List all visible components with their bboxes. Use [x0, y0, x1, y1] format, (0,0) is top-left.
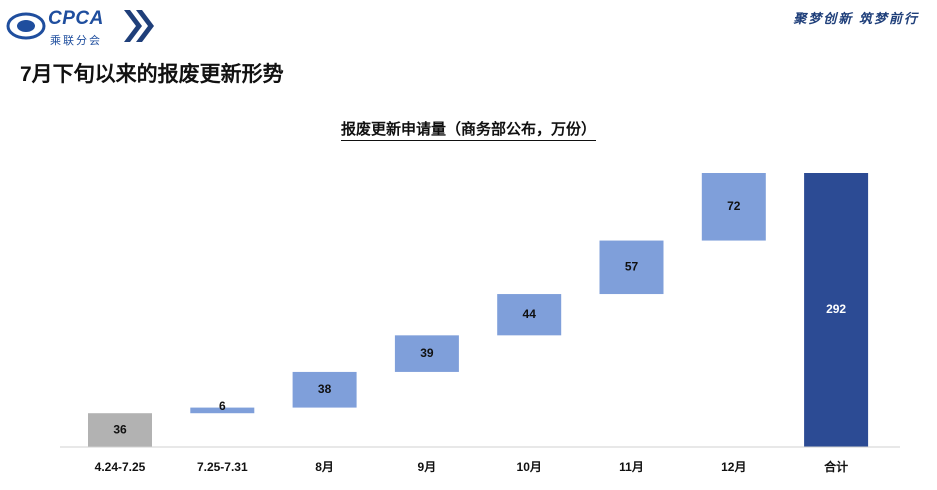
- logo-subtext: 乘联分会: [50, 35, 102, 47]
- base-label-3: 42: [318, 411, 330, 423]
- base-label-7: 220: [725, 244, 743, 256]
- data-label-8: 292: [826, 302, 846, 316]
- cpca-logo: CPCA 乘联分会: [6, 6, 156, 50]
- data-label-3: 38: [318, 382, 332, 396]
- bar-7: [701, 173, 766, 241]
- x-tick-label-6: 11月: [619, 460, 644, 474]
- chart-title: 报废更新申请量（商务部公布，万份）: [0, 118, 937, 141]
- x-tick-label-8: 合计: [824, 459, 848, 474]
- data-label-5: 44: [523, 307, 537, 321]
- x-tick-label-7: 12月: [721, 460, 746, 474]
- x-tick-label-3: 8月: [315, 460, 334, 474]
- bar-3: [292, 371, 357, 408]
- base-label-4: 80: [421, 376, 433, 388]
- logo-text: CPCA: [48, 8, 104, 29]
- base-label-5: 119: [520, 339, 538, 351]
- cpca-logo-graphic: [6, 10, 154, 42]
- bar-2: [190, 407, 255, 414]
- slogan: 聚梦创新 筑梦前行: [793, 11, 919, 26]
- base-label-6: 163: [622, 298, 640, 310]
- base-label-2: 36: [216, 421, 228, 433]
- x-tick-label-1: 4.24-7.25: [95, 460, 146, 474]
- x-tick-label-5: 10月: [517, 460, 542, 474]
- bar-4: [394, 335, 459, 372]
- x-tick-label-4: 9月: [418, 460, 437, 474]
- data-label-7: 72: [727, 199, 741, 213]
- bar-6: [599, 240, 664, 295]
- bar-8: [804, 173, 869, 447]
- data-label-4: 39: [420, 346, 434, 360]
- page-title: 7月下旬以来的报废更新形势: [20, 63, 284, 86]
- data-label-6: 57: [625, 259, 639, 273]
- data-label-1: 36: [113, 422, 127, 436]
- chart-title-text: 报废更新申请量（商务部公布，万份）: [340, 121, 596, 141]
- data-label-2: 6: [219, 399, 226, 413]
- bar-1: [88, 413, 152, 447]
- x-tick-label-2: 7.25-7.31: [197, 460, 248, 474]
- bar-5: [497, 294, 562, 336]
